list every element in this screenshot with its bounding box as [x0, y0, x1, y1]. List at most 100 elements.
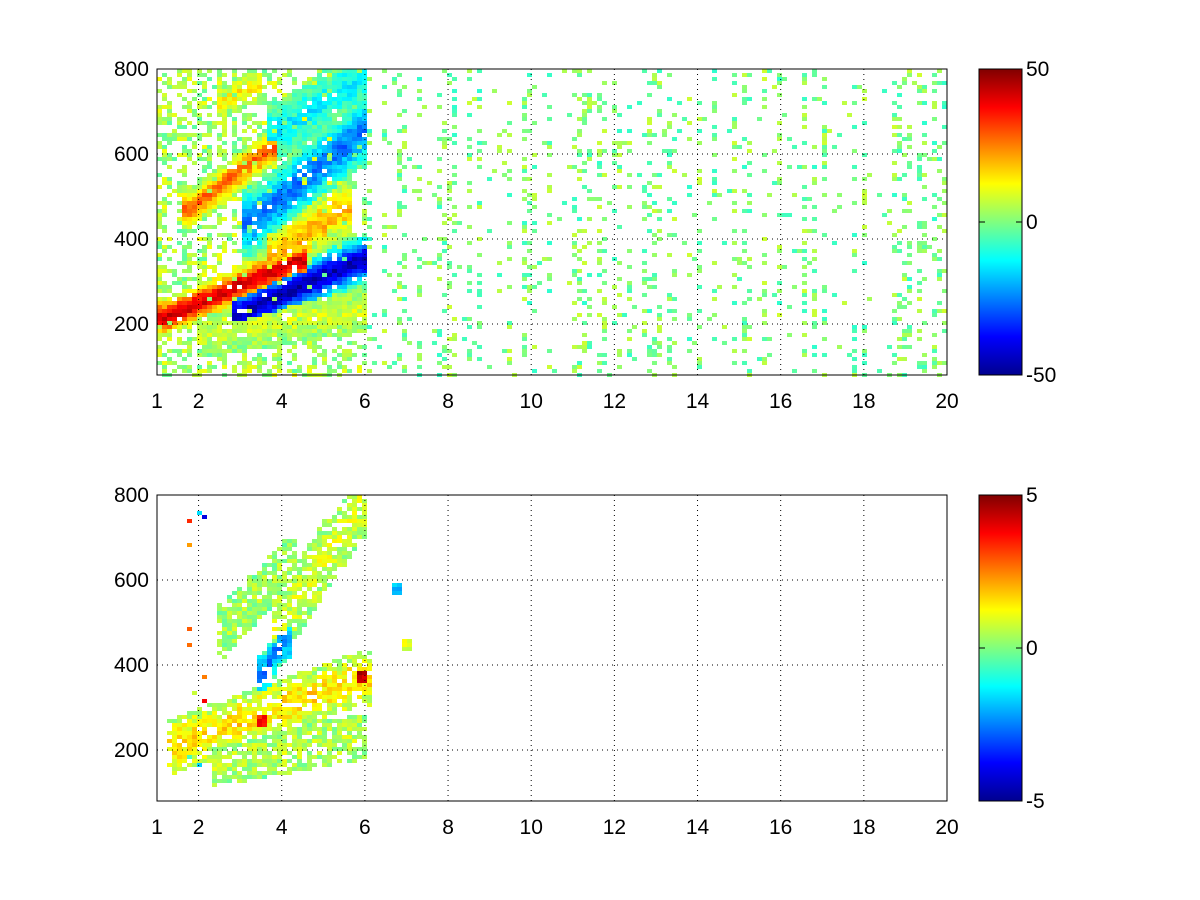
heatmap-cell	[207, 711, 212, 715]
heatmap-cell	[367, 667, 372, 671]
heatmap-cell	[442, 137, 447, 141]
heatmap-cell	[437, 277, 442, 281]
heatmap-cell	[577, 217, 582, 221]
heatmap-cell	[172, 755, 177, 759]
heatmap-cell	[347, 221, 352, 225]
heatmap-cell	[262, 567, 267, 571]
heatmap-cell	[297, 193, 302, 197]
colorbar-tick-label: 0	[1026, 211, 1038, 234]
heatmap-cell	[362, 695, 367, 699]
heatmap-cell	[187, 731, 192, 735]
heatmap-cell	[347, 667, 352, 671]
heatmap-cell	[277, 89, 282, 93]
heatmap-cell	[342, 305, 347, 309]
heatmap-cell	[267, 293, 272, 297]
heatmap-cell	[252, 185, 257, 189]
heatmap-cell	[287, 675, 292, 679]
heatmap-cell	[327, 293, 332, 297]
heatmap-cell	[162, 145, 167, 149]
heatmap-cell	[337, 269, 342, 273]
heatmap-cell	[452, 337, 457, 341]
heatmap-cell	[822, 193, 827, 197]
heatmap-cell	[307, 153, 312, 157]
heatmap-cell	[307, 329, 312, 333]
heatmap-cell	[357, 285, 362, 289]
heatmap-cell	[672, 233, 677, 237]
heatmap-cell	[207, 317, 212, 321]
heatmap-cell	[192, 751, 197, 755]
heatmap-cell	[322, 539, 327, 543]
heatmap-cell	[162, 361, 167, 365]
heatmap-cell	[282, 73, 287, 77]
heatmap-cell	[297, 121, 302, 125]
heatmap-cell	[287, 117, 292, 121]
heatmap-cell	[292, 261, 297, 265]
heatmap-cell	[907, 133, 912, 137]
heatmap-cell	[587, 305, 592, 309]
heatmap-cell	[257, 329, 262, 333]
heatmap-cell	[892, 81, 897, 85]
heatmap-cell	[352, 519, 357, 523]
heatmap-cell	[257, 607, 262, 611]
heatmap-cell	[177, 727, 182, 731]
heatmap-cell	[327, 165, 332, 169]
heatmap-cell	[647, 81, 652, 85]
heatmap-cell	[197, 133, 202, 137]
heatmap-cell	[257, 743, 262, 747]
heatmap-cell	[167, 157, 172, 161]
heatmap-cell	[287, 121, 292, 125]
heatmap-cell	[467, 205, 472, 209]
heatmap-cell	[397, 149, 402, 153]
heatmap-cell	[352, 715, 357, 719]
heatmap-cell	[347, 109, 352, 113]
heatmap-cell	[327, 707, 332, 711]
heatmap-cell	[227, 237, 232, 241]
heatmap-cell	[267, 221, 272, 225]
heatmap-cell	[507, 325, 512, 329]
heatmap-cell	[187, 543, 192, 547]
heatmap-cell	[192, 145, 197, 149]
heatmap-cell	[202, 265, 207, 269]
heatmap-cell	[762, 89, 767, 93]
heatmap-cell	[402, 233, 407, 237]
heatmap-cell	[812, 257, 817, 261]
heatmap-cell	[297, 735, 302, 739]
heatmap-cell	[227, 779, 232, 783]
heatmap-cell	[762, 361, 767, 365]
heatmap-cell	[267, 655, 272, 659]
heatmap-cell	[317, 249, 322, 253]
heatmap-cell	[267, 647, 272, 651]
heatmap-cell	[172, 731, 177, 735]
heatmap-cell	[197, 213, 202, 217]
heatmap-cell	[267, 727, 272, 731]
heatmap-cell	[327, 181, 332, 185]
heatmap-cell	[232, 759, 237, 763]
heatmap-cell	[332, 181, 337, 185]
heatmap-cell	[327, 751, 332, 755]
heatmap-cell	[287, 281, 292, 285]
heatmap-cell	[292, 129, 297, 133]
heatmap-cell	[302, 743, 307, 747]
heatmap-cell	[242, 619, 247, 623]
heatmap-cell	[802, 241, 807, 245]
heatmap-cell	[287, 137, 292, 141]
heatmap-cell	[217, 97, 222, 101]
heatmap-cell	[237, 161, 242, 165]
heatmap-cell	[282, 269, 287, 273]
heatmap-cell	[242, 277, 247, 281]
heatmap-cell	[342, 185, 347, 189]
heatmap-cell	[262, 189, 267, 193]
heatmap-cell	[282, 145, 287, 149]
heatmap-cell	[657, 113, 662, 117]
heatmap-cell	[297, 365, 302, 369]
heatmap-cell	[297, 217, 302, 221]
heatmap-cell	[292, 707, 297, 711]
heatmap-cell	[307, 567, 312, 571]
heatmap-cell	[597, 261, 602, 265]
heatmap-cell	[267, 759, 272, 763]
heatmap-cell	[197, 113, 202, 117]
heatmap-cell	[287, 93, 292, 97]
heatmap-cell	[297, 317, 302, 321]
heatmap-cell	[162, 97, 167, 101]
heatmap-cell	[157, 245, 162, 249]
